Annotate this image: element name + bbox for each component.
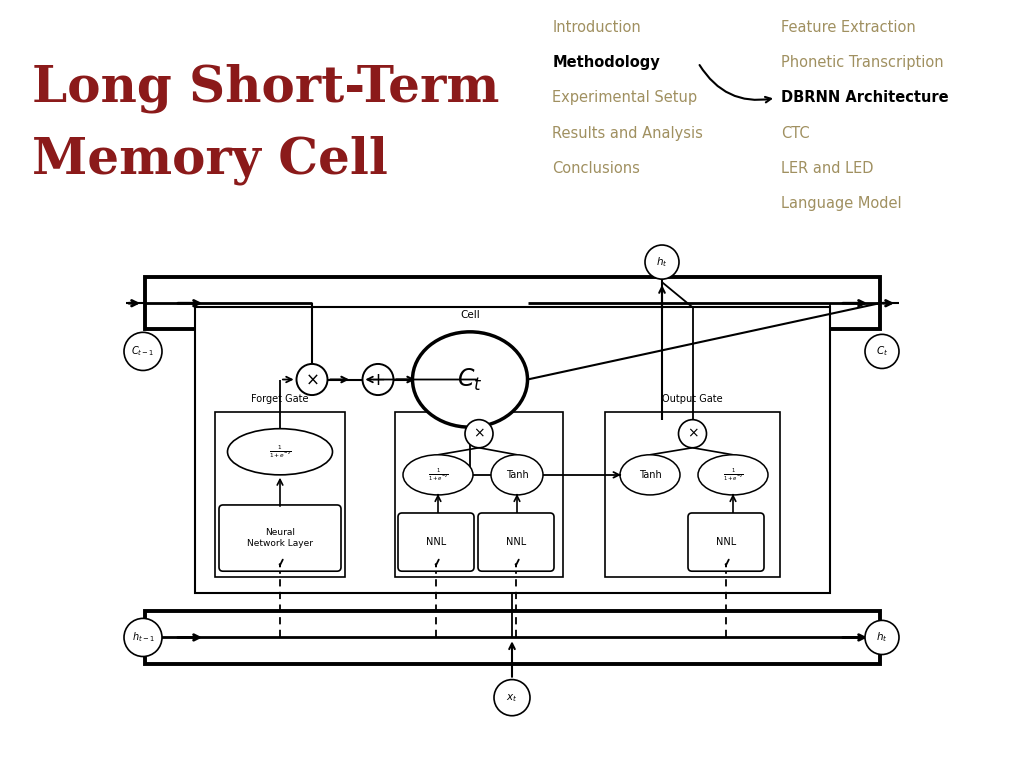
Circle shape: [362, 364, 393, 395]
Text: $\times$: $\times$: [305, 370, 318, 389]
Text: CTC: CTC: [780, 126, 809, 141]
Circle shape: [124, 618, 162, 657]
Text: $\frac{1}{1+e^{-z}}$: $\frac{1}{1+e^{-z}}$: [723, 467, 743, 483]
Text: $\frac{1}{1+e^{-z}}$: $\frac{1}{1+e^{-z}}$: [428, 467, 449, 483]
Text: NNL: NNL: [716, 537, 736, 547]
Text: Tanh: Tanh: [639, 470, 662, 480]
Text: DBRNN Architecture: DBRNN Architecture: [780, 91, 948, 105]
Text: Results and Analysis: Results and Analysis: [552, 126, 703, 141]
Ellipse shape: [490, 455, 543, 495]
Text: $\times$: $\times$: [473, 427, 485, 441]
Bar: [145, 277, 880, 329]
Text: NNL: NNL: [426, 537, 446, 547]
Text: Output Gate: Output Gate: [663, 393, 723, 404]
Bar: [215, 412, 345, 578]
Text: Phonetic Transcription: Phonetic Transcription: [780, 55, 943, 70]
Text: $C_t$: $C_t$: [458, 366, 482, 392]
Text: $C_{t-1}$: $C_{t-1}$: [131, 345, 155, 359]
Circle shape: [679, 419, 707, 448]
Text: International Mechanical Engineering Congress and Exposition (IMECE 2017): International Mechanical Engineering Con…: [154, 738, 870, 756]
Bar: [395, 412, 563, 578]
Text: LER and LED: LER and LED: [780, 161, 873, 176]
Text: Memory Cell: Memory Cell: [33, 136, 388, 185]
Text: Conclusions: Conclusions: [552, 161, 640, 176]
Text: Introduction: Introduction: [552, 20, 641, 35]
Circle shape: [465, 419, 493, 448]
Text: $\frac{1}{1+e^{-z}}$: $\frac{1}{1+e^{-z}}$: [268, 444, 291, 460]
Circle shape: [297, 364, 328, 395]
Ellipse shape: [403, 455, 473, 495]
FancyBboxPatch shape: [398, 513, 474, 571]
Text: NNL: NNL: [506, 537, 526, 547]
Ellipse shape: [620, 455, 680, 495]
Text: Neural
Network Layer: Neural Network Layer: [247, 528, 313, 548]
Ellipse shape: [698, 455, 768, 495]
Text: $h_{t-1}$: $h_{t-1}$: [131, 631, 155, 644]
Bar: [605, 412, 780, 578]
Circle shape: [494, 680, 530, 716]
Bar: [195, 307, 830, 593]
Ellipse shape: [413, 332, 527, 427]
Text: 5/17: 5/17: [15, 738, 59, 756]
Circle shape: [645, 245, 679, 279]
Text: Tanh: Tanh: [506, 470, 528, 480]
Text: Experimental Setup: Experimental Setup: [552, 91, 697, 105]
Text: $h_t$: $h_t$: [877, 631, 888, 644]
Circle shape: [865, 621, 899, 654]
FancyBboxPatch shape: [219, 505, 341, 571]
Text: $C_t$: $C_t$: [876, 345, 888, 359]
Text: Input Gate: Input Gate: [453, 393, 505, 404]
Bar: [145, 611, 880, 664]
FancyBboxPatch shape: [688, 513, 764, 571]
Text: Cell: Cell: [460, 310, 480, 319]
Text: $+$: $+$: [371, 370, 386, 389]
Circle shape: [865, 334, 899, 369]
Text: Feature Extraction: Feature Extraction: [780, 20, 915, 35]
Text: $\times$: $\times$: [687, 427, 698, 441]
Text: Methodology: Methodology: [552, 55, 659, 70]
FancyBboxPatch shape: [478, 513, 554, 571]
Text: Language Model: Language Model: [780, 196, 901, 211]
Text: Long Short-Term: Long Short-Term: [33, 64, 500, 113]
Circle shape: [124, 333, 162, 370]
Text: $h_t$: $h_t$: [656, 255, 668, 269]
Text: $x_t$: $x_t$: [506, 692, 518, 703]
Text: Forget Gate: Forget Gate: [251, 393, 309, 404]
Ellipse shape: [227, 429, 333, 475]
